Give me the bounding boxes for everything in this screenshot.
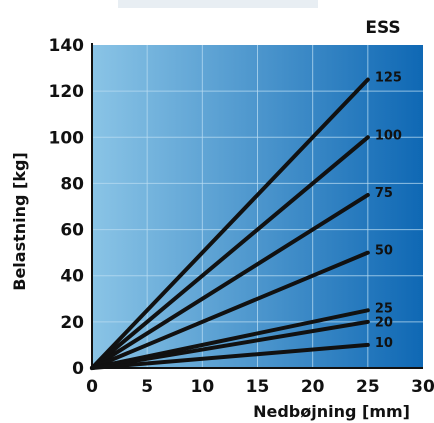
top-edge-fragment xyxy=(118,0,318,8)
series-end-label-100: 100 xyxy=(375,128,402,143)
series-end-label-20: 20 xyxy=(375,315,393,330)
x-tick-label: 25 xyxy=(356,377,380,397)
y-tick-label: 40 xyxy=(60,267,84,287)
series-line-125 xyxy=(90,77,370,370)
series-line-10 xyxy=(90,342,370,370)
y-tick-label: 80 xyxy=(60,174,84,194)
x-tick-label: 5 xyxy=(141,377,153,397)
y-tick-label: 20 xyxy=(60,313,84,333)
series-end-label-125: 125 xyxy=(375,71,402,86)
y-tick-label: 0 xyxy=(72,359,84,379)
y-tick-label: 120 xyxy=(49,82,85,102)
grid xyxy=(92,45,423,368)
series-end-label-25: 25 xyxy=(375,301,393,316)
series-end-label-50: 50 xyxy=(375,244,393,259)
series-line-20 xyxy=(90,319,370,370)
y-tick-label: 140 xyxy=(49,36,85,56)
x-tick-label: 30 xyxy=(411,377,434,397)
series-line-50 xyxy=(90,250,370,370)
y-axis-label: Belastning [kg] xyxy=(10,152,29,291)
x-tick-label: 10 xyxy=(190,377,214,397)
series-end-label-75: 75 xyxy=(375,186,393,201)
chart-title: ESS xyxy=(365,18,400,38)
series-lines xyxy=(90,77,370,370)
y-tick-label: 60 xyxy=(60,221,84,241)
x-tick-label: 0 xyxy=(86,377,98,397)
x-axis-label: Nedbøjning [mm] xyxy=(253,402,410,421)
series-end-label-10: 10 xyxy=(375,336,393,351)
x-tick-label: 15 xyxy=(246,377,270,397)
x-tick-label: 20 xyxy=(301,377,325,397)
series-line-75 xyxy=(90,192,370,370)
series-line-100 xyxy=(90,135,370,370)
y-tick-label: 100 xyxy=(49,128,85,148)
axes xyxy=(91,43,423,369)
